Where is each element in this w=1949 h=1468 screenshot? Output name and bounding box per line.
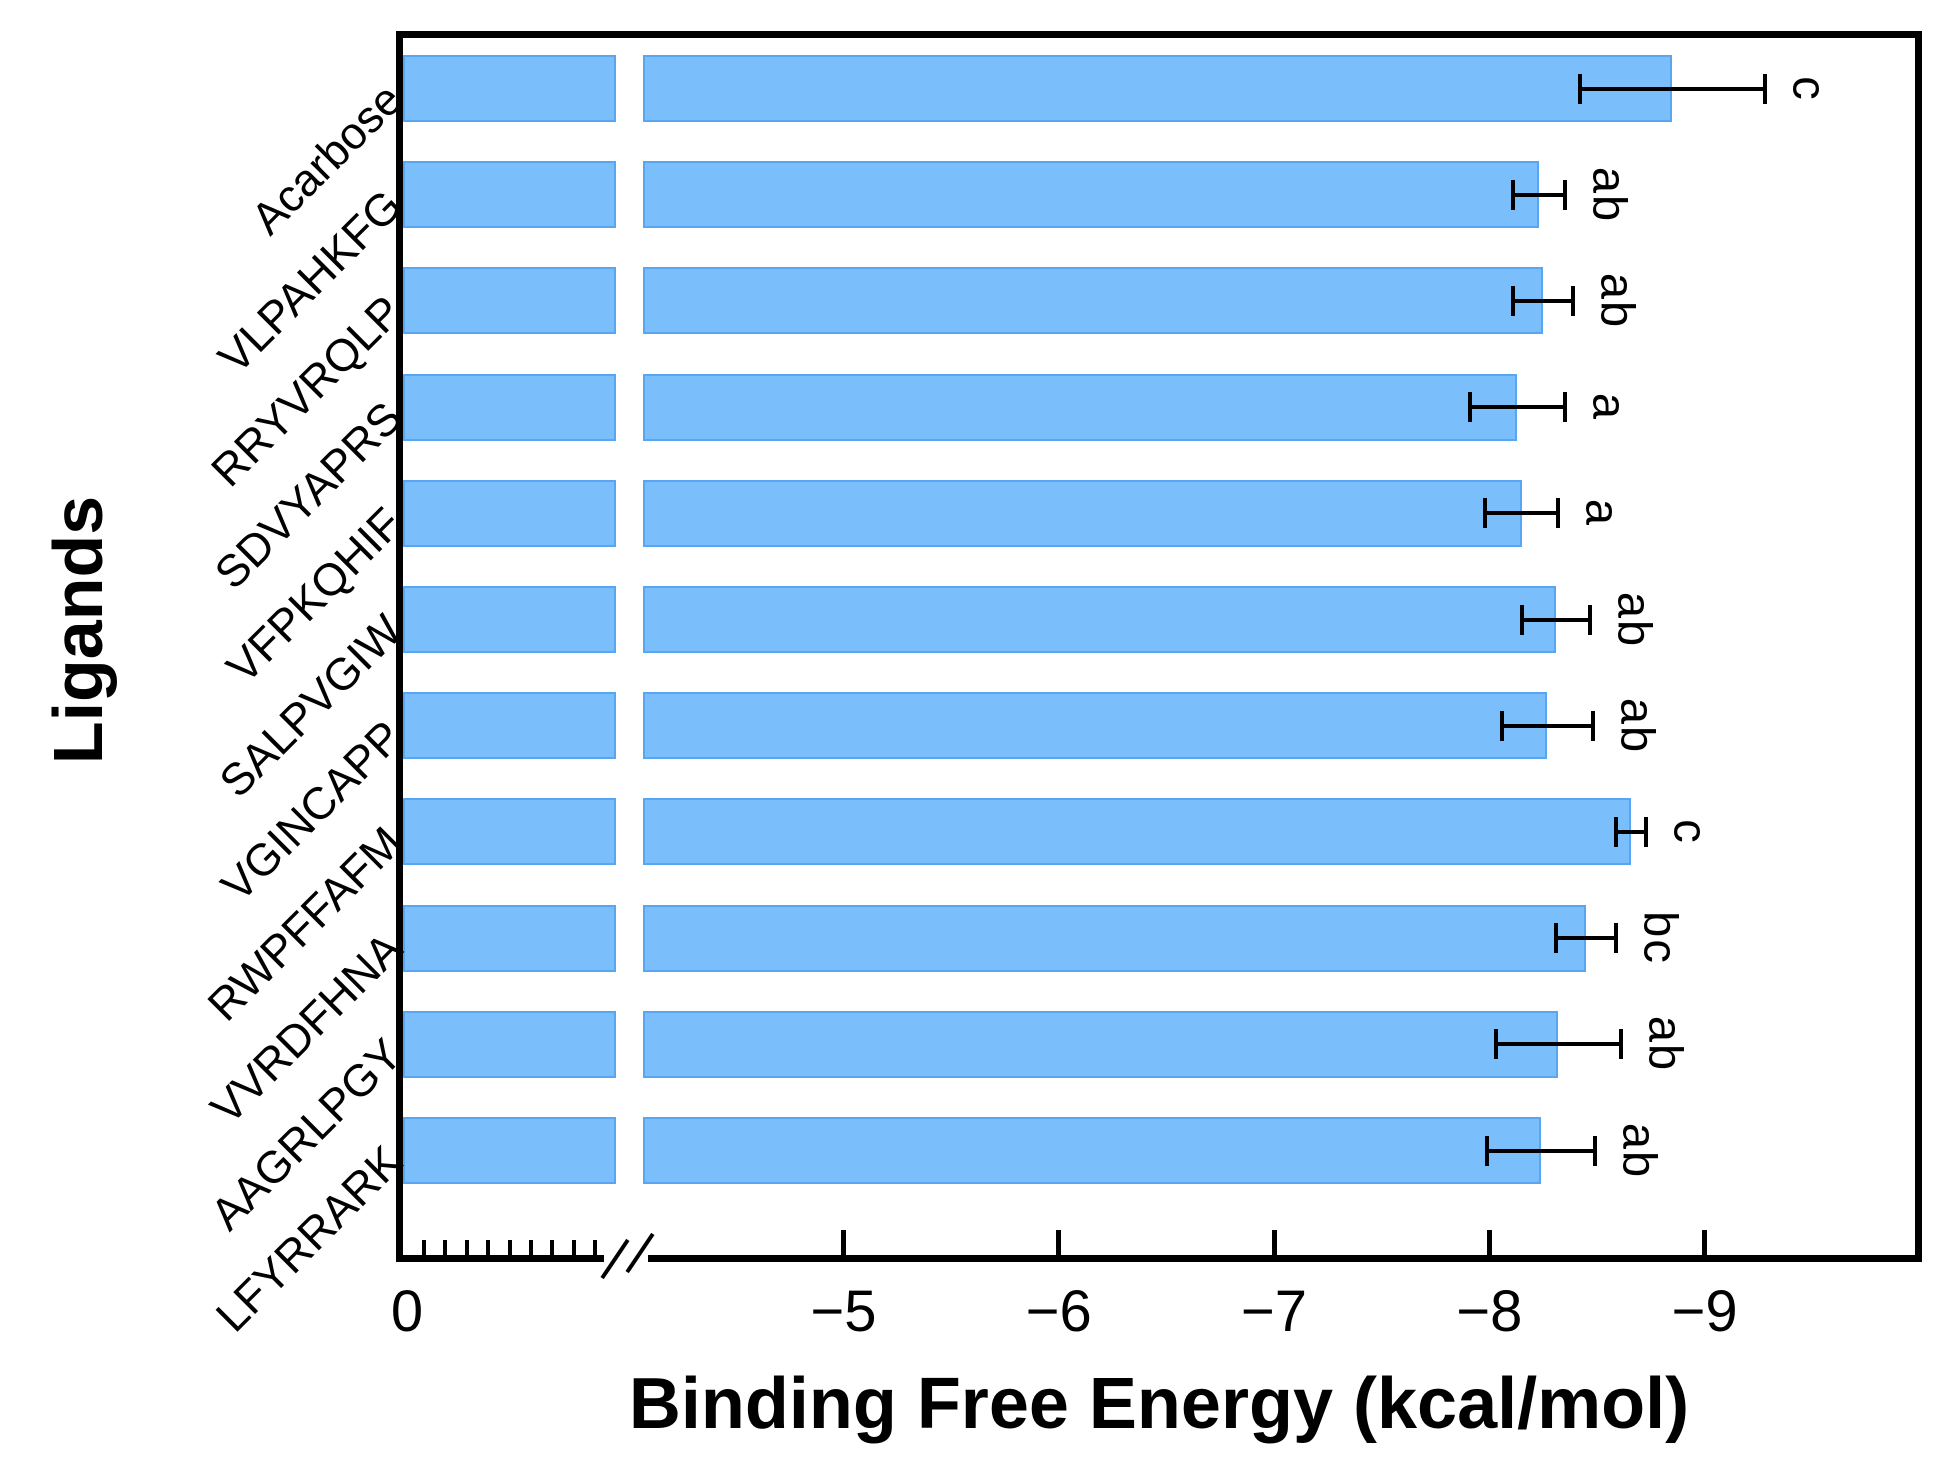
error-bar-cap-left [1467, 392, 1472, 423]
error-bar-cap-right [1762, 73, 1767, 104]
axis-break-icon [600, 1238, 630, 1280]
x-minor-tick [529, 1240, 533, 1255]
bar-segment-right [643, 267, 1544, 335]
x-major-tick [1056, 1230, 1062, 1255]
error-bar [1469, 405, 1565, 410]
bar-segment-right [643, 161, 1539, 229]
significance-letter: bc [1634, 911, 1688, 965]
bar-segment-left [403, 1010, 616, 1078]
bar-segment-right [643, 904, 1587, 972]
significance-letter: ab [1583, 166, 1637, 223]
axis-break-icon [625, 1232, 655, 1274]
error-bar [1616, 829, 1647, 834]
significance-letter: ab [1639, 1016, 1693, 1073]
error-bar [1484, 511, 1559, 516]
error-bar-cap-right [1644, 816, 1649, 847]
x-minor-tick [486, 1240, 491, 1255]
bar-segment-left [403, 904, 616, 972]
x-major-tick [1486, 1230, 1492, 1255]
x-tick-label: 0 [390, 1279, 424, 1344]
plot-frame-left [396, 31, 403, 1262]
error-bar-cap-left [1510, 285, 1515, 316]
significance-letter: a [1576, 499, 1630, 528]
error-bar-cap-left [1519, 604, 1524, 635]
significance-letter: ab [1613, 1122, 1667, 1179]
error-bar [1579, 86, 1765, 91]
error-bar-cap-right [1556, 498, 1561, 529]
error-bar-cap-right [1618, 1029, 1623, 1060]
x-minor-tick [507, 1240, 512, 1255]
error-bar-cap-left [1485, 1135, 1490, 1166]
x-minor-tick [422, 1240, 426, 1255]
error-bar-cap-right [1588, 604, 1593, 635]
bar-segment-left [403, 267, 616, 335]
error-bar-cap-left [1482, 498, 1487, 529]
x-major-tick [1271, 1230, 1277, 1255]
plot-frame-right [1915, 31, 1922, 1262]
error-bar [1512, 192, 1565, 197]
error-bar [1495, 1042, 1621, 1047]
bar-segment-left [403, 1117, 616, 1184]
bar-segment-left [403, 692, 616, 760]
error-bar-cap-right [1562, 392, 1567, 423]
x-tick-label: −6 [1025, 1279, 1092, 1344]
error-bar-cap-left [1493, 1029, 1498, 1060]
bar-segment-left [403, 373, 616, 441]
error-bar-cap-right [1614, 923, 1619, 954]
error-bar-cap-right [1571, 285, 1576, 316]
plot-frame-top [396, 31, 1922, 38]
error-bar [1512, 298, 1574, 303]
bar-segment-right [643, 55, 1673, 122]
x-minor-tick [464, 1240, 469, 1255]
x-tick-label: −9 [1671, 1279, 1738, 1344]
error-bar [1487, 1148, 1595, 1153]
error-bar-cap-right [1562, 179, 1567, 210]
x-tick-label: −5 [810, 1279, 877, 1344]
significance-letter: ab [1591, 272, 1645, 330]
x-minor-tick [571, 1240, 576, 1255]
significance-letter: ab [1608, 591, 1662, 648]
x-minor-tick [550, 1240, 555, 1255]
bar-segment-right [643, 479, 1522, 547]
x-axis-line-right [648, 1255, 1922, 1262]
bar-segment-left [403, 586, 616, 653]
significance-letter: a [1583, 393, 1637, 422]
error-bar-cap-left [1554, 923, 1559, 954]
error-bar [1556, 936, 1617, 941]
x-major-tick [840, 1230, 846, 1255]
error-bar [1502, 723, 1593, 728]
error-bar-cap-right [1590, 710, 1595, 741]
significance-letter: c [1664, 819, 1718, 845]
error-bar-cap-left [1614, 816, 1619, 847]
bar-segment-right [643, 798, 1632, 866]
bar-segment-right [643, 1117, 1541, 1184]
bar-segment-left [403, 479, 616, 547]
bar-segment-left [403, 161, 616, 229]
significance-letter: c [1783, 75, 1837, 102]
x-minor-tick [443, 1240, 448, 1255]
bar-segment-left [403, 798, 616, 866]
error-bar-cap-left [1510, 179, 1515, 210]
error-bar-cap-right [1592, 1135, 1597, 1166]
error-bar-cap-left [1500, 710, 1505, 741]
bar-segment-right [643, 692, 1548, 760]
bar-segment-right [643, 586, 1557, 653]
bar-segment-right [643, 373, 1518, 441]
x-tick-label: −8 [1456, 1279, 1523, 1344]
x-minor-tick [593, 1240, 598, 1255]
x-tick-label: −7 [1240, 1279, 1308, 1344]
error-bar [1521, 617, 1591, 622]
bar-segment-left [403, 55, 616, 122]
bar-segment-right [643, 1010, 1559, 1078]
x-major-tick [1702, 1230, 1708, 1255]
significance-letter: ab [1611, 697, 1665, 754]
error-bar-cap-left [1577, 73, 1582, 104]
x-axis-title: Binding Free Energy (kcal/mol) [628, 1364, 1690, 1444]
x-axis-line-left [396, 1255, 604, 1262]
